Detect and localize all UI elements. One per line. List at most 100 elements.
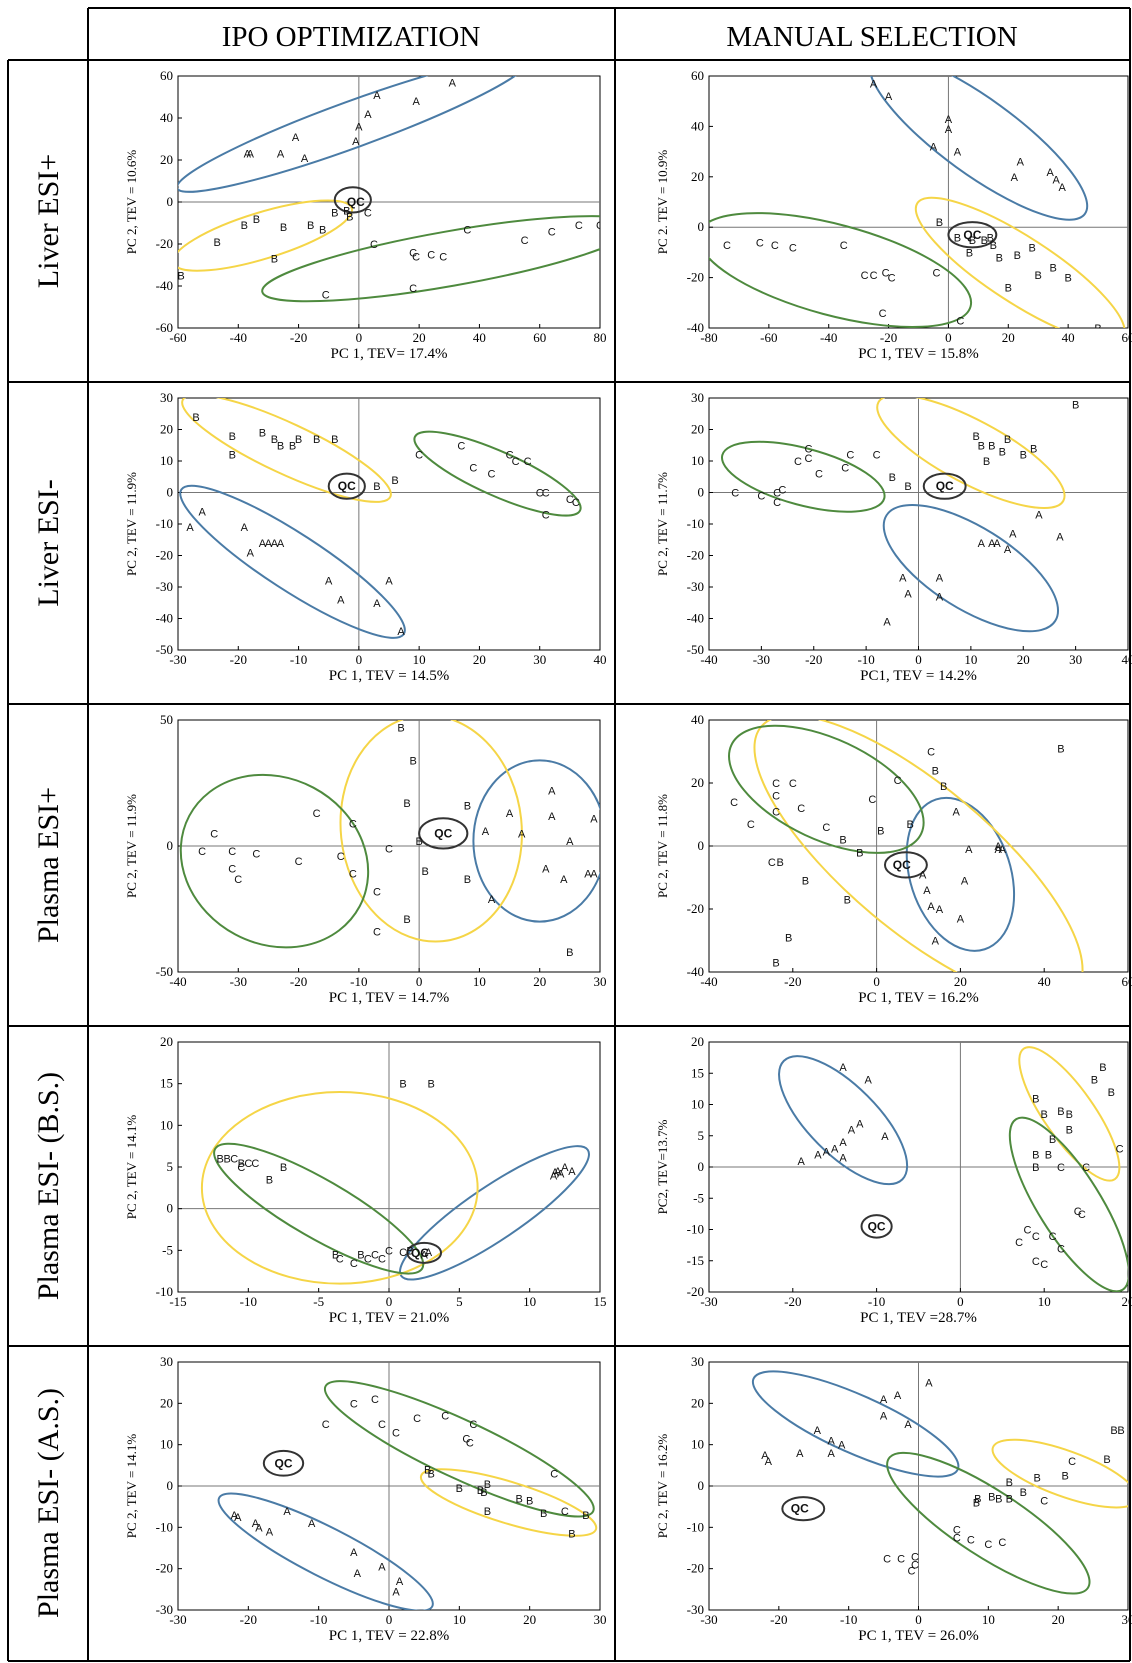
data-point-c: C — [566, 494, 574, 506]
data-point-a: A — [548, 811, 556, 823]
data-point-c: C — [868, 794, 876, 806]
data-point-b: B — [214, 237, 221, 249]
data-point-c: C — [409, 247, 417, 259]
data-point-c: C — [385, 844, 393, 856]
x-tick-label: -10 — [868, 1294, 885, 1309]
y-axis-label: PC 2, TEV = 14.1% — [124, 1115, 139, 1220]
data-point-b: B — [259, 428, 266, 440]
group-ellipse-qc — [947, 221, 998, 249]
group-ellipse-c — [1008, 1116, 1128, 1292]
data-point-a: A — [932, 936, 940, 948]
data-point-b: B — [1006, 1493, 1013, 1505]
scatter-panel-1: -60 -40 -20 0 20 40 60 80 -60 -40 -20 0 20 40 60 PC 1, … — [124, 68, 607, 362]
data-point-a: A — [994, 841, 1002, 853]
data-point-b: B — [1032, 1093, 1039, 1105]
group-ellipse-b — [178, 199, 354, 272]
data-point-a: A — [396, 1576, 404, 1588]
x-axis-label: PC 1, TEV = 26.0% — [858, 1628, 978, 1644]
data-point-b: B — [582, 1510, 589, 1522]
data-point-c: C — [244, 1158, 252, 1170]
data-point-a: A — [761, 1450, 769, 1462]
data-point-a: A — [584, 869, 592, 881]
data-point-c: C — [1015, 1237, 1023, 1249]
x-tick-label: 0 — [915, 652, 922, 667]
y-axis-label: PC 2, TEV = 11.7% — [655, 472, 670, 576]
x-tick-label: -30 — [700, 1612, 717, 1627]
data-point-b: B — [540, 1508, 547, 1520]
data-point-qc: QC — [936, 479, 954, 493]
group-ellipse-qc — [860, 1214, 893, 1239]
x-tick-label: 20 — [413, 330, 426, 345]
data-point-c: C — [295, 856, 303, 868]
data-point-a: A — [945, 124, 953, 136]
y-tick-label: 20 — [160, 422, 173, 437]
x-tick-label: 20 — [1122, 1294, 1132, 1309]
data-point-b: B — [271, 434, 278, 446]
data-point-a: A — [397, 626, 405, 638]
data-point-c: C — [841, 462, 849, 474]
group-ellipse-qc — [883, 851, 928, 879]
data-point-b: B — [1057, 1106, 1064, 1118]
x-tick-label: -10 — [840, 1612, 857, 1627]
data-point-b: B — [877, 825, 884, 837]
data-point-c: C — [439, 252, 447, 264]
data-point-a: A — [247, 149, 255, 161]
y-tick-label: 20 — [160, 1395, 173, 1410]
data-point-c: C — [1116, 1143, 1124, 1155]
data-point-b: B — [969, 235, 976, 247]
y-tick-label: 30 — [691, 390, 704, 405]
scatter-panel-9: -30 -20 -10 0 10 20 30 -30 -20 -10 0 10 20 30 PC 1, TE… — [124, 1354, 607, 1644]
y-tick-label: 20 — [160, 1034, 173, 1049]
data-point-b: B — [1045, 1150, 1052, 1162]
data-point-c: C — [789, 242, 797, 254]
data-point-b: B — [785, 932, 792, 944]
y-tick-label: -40 — [687, 320, 704, 335]
data-point-a: A — [839, 1062, 847, 1074]
data-point-c: C — [797, 803, 805, 815]
data-point-a: A — [814, 1150, 822, 1162]
data-point-a: A — [568, 1166, 576, 1178]
data-point-a: A — [814, 1425, 822, 1437]
data-point-a: A — [1052, 174, 1060, 186]
data-point-b: B — [313, 434, 320, 446]
data-point-b: B — [856, 847, 863, 859]
group-ellipse-a — [179, 484, 406, 639]
data-point-a: A — [277, 149, 285, 161]
data-point-c: C — [371, 1394, 379, 1406]
data-point-a: A — [449, 77, 457, 89]
data-point-c: C — [932, 268, 940, 280]
data-point-c: C — [772, 806, 780, 818]
x-tick-label: 30 — [1069, 652, 1082, 667]
data-point-c: C — [731, 488, 739, 500]
data-point-b: B — [1020, 450, 1027, 462]
y-axis-label: PC 2, TEV = 11.8% — [655, 794, 670, 898]
data-point-a: A — [506, 808, 514, 820]
data-point-b: B — [1050, 263, 1057, 275]
data-point-a: A — [936, 573, 944, 585]
group-ellipse-c — [886, 1451, 1091, 1595]
row-label-liver-esi-pos: Liver ESI+ — [32, 154, 65, 288]
x-tick-label: 10 — [982, 1612, 995, 1627]
data-point-a: A — [259, 538, 267, 550]
data-point-a: A — [978, 538, 986, 550]
data-point-a: A — [488, 894, 496, 906]
data-point-a: A — [870, 79, 878, 91]
data-point-b: B — [331, 434, 338, 446]
y-axis-label: PC 2, TEV = 11.9% — [124, 472, 139, 576]
data-point-c: C — [337, 851, 345, 863]
data-point-c: C — [789, 778, 797, 790]
data-point-a: A — [994, 844, 1002, 856]
group-ellipse-c — [261, 215, 600, 303]
data-point-a: A — [848, 1125, 856, 1137]
x-tick-label: -10 — [240, 1294, 257, 1309]
data-point-qc: QC — [434, 826, 452, 840]
data-point-c: C — [911, 1560, 919, 1572]
data-point-b: B — [399, 1079, 406, 1091]
data-point-b: B — [403, 914, 410, 926]
data-point-b: B — [277, 440, 284, 452]
data-point-b: B — [974, 1493, 981, 1505]
data-point-b: B — [295, 434, 302, 446]
y-tick-label: 10 — [160, 453, 173, 468]
